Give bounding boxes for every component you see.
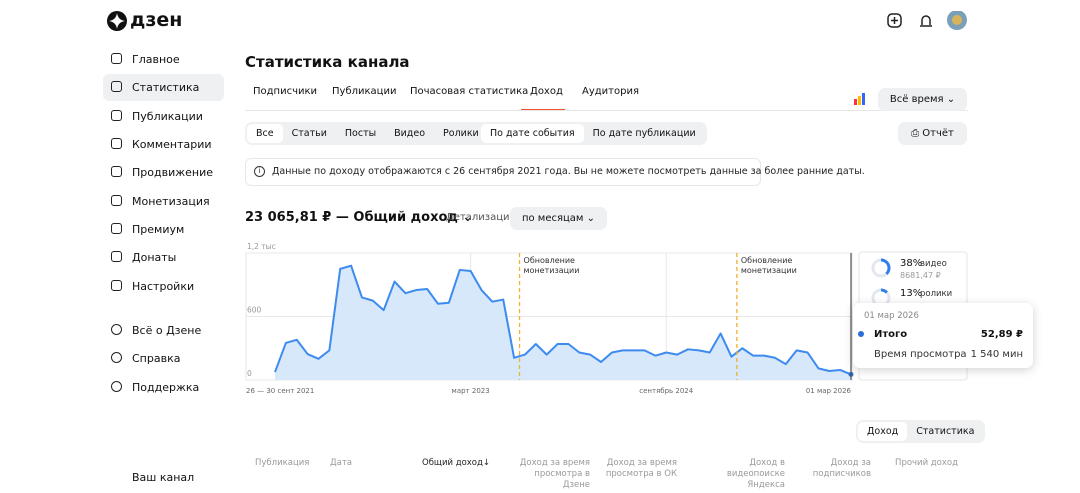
nav-icon [111,280,122,291]
period-select[interactable]: Всё время ⌄ [878,88,967,111]
column-header[interactable]: Общий доход↓ [422,458,490,468]
top-icons [887,11,967,30]
nav-icon [111,81,122,92]
chip[interactable]: По дате публикации [592,128,696,139]
period-label: Всё время [889,94,944,105]
view-toggle: Доход Статистика [856,420,986,443]
x-tick-label: март 2023 [452,387,490,395]
nav-item[interactable]: Комментарии [103,131,224,158]
chip[interactable]: Статистика [916,426,975,437]
total: 23 065,81 ₽ — Общий доход ⌄ [245,210,474,225]
notice: i Данные по доходу отображаются с 26 сен… [245,158,865,186]
chip[interactable]: Видео [394,128,426,139]
detail-value: по месяцам [521,213,584,224]
nav-item[interactable]: Главное [103,46,224,73]
divider [245,110,968,111]
tab[interactable]: Почасовая статистика [410,86,529,97]
column-header[interactable]: Доход за время просмотра в Дзене [519,458,590,490]
tooltip-label: Итого [874,329,908,340]
chip[interactable]: Посты [344,128,377,139]
nav-item[interactable]: Премиум [103,216,224,243]
help-item[interactable]: Всё о Дзене [103,317,224,344]
nav-icon [111,352,122,363]
tooltip-label: Время просмотра [874,349,967,360]
breakdown-percent: 13% [900,288,923,299]
nav-item[interactable]: Донаты [103,244,224,271]
total-text: 23 065,81 ₽ — Общий доход [245,210,458,225]
type-filter: Все Статьи Посты Видео Ролики [245,122,490,145]
column-header[interactable]: Доход за подписчиков [812,458,871,479]
x-tick-label: 01 мар 2026 [806,387,852,395]
nav-icon [111,324,122,335]
x-tick-label: сентябрь 2024 [639,387,693,395]
detail-label: Детализация [446,212,516,223]
chip[interactable]: По дате события [481,124,584,143]
report-label: Отчёт [922,128,954,139]
notice-text: Данные по доходу отображаются с 26 сентя… [272,166,865,177]
nav-icon [111,223,122,234]
tab[interactable]: Подписчики [253,86,318,97]
annotation-text: Обновление монетизации [740,256,797,275]
column-header[interactable]: Доход в видеопоиске Яндекса [726,458,785,490]
nav-item[interactable]: Статистика [103,74,224,101]
nav-icon [111,381,122,392]
nav-item[interactable]: Публикации [103,103,224,130]
tooltip-value: 52,89 ₽ [980,329,1023,340]
nav-item[interactable]: Продвижение [103,159,224,186]
tooltip: 01 мар 2026 Итого 52,89 ₽ Время просмотр… [853,303,1033,368]
help-item[interactable]: Поддержка [103,374,224,401]
page-title: Статистика канала [245,53,410,71]
nav-icon [111,251,122,262]
logo: дзен [130,9,183,31]
column-header[interactable]: Прочий доход [895,458,958,468]
area-line [274,264,852,376]
help-item[interactable]: Справка [103,345,224,372]
breakdown-amount: 8681,47 ₽ [900,271,941,280]
logo-icon [107,11,127,31]
nav-icon [111,166,122,177]
nav-icon [111,195,122,206]
tab[interactable]: Доход [530,86,563,97]
column-header[interactable]: Дата [330,458,353,468]
sort-arrow: ↓ [482,458,490,468]
breakdown-label: ролики [920,289,953,299]
channel-link[interactable]: Ваш канал [132,471,195,484]
chip[interactable]: Доход [858,422,908,441]
column-header[interactable]: Публикация [255,458,310,468]
y-tick-label: 0 [247,369,252,378]
annotation-text: Обновление монетизации [523,256,580,275]
date-filter: По дате события По дате публикации [479,122,707,145]
chip[interactable]: Статьи [291,128,327,139]
donut-arc [871,258,891,278]
column-header[interactable]: Доход за время просмотра в ОК [605,458,677,479]
nav-icon [111,138,122,149]
tab[interactable]: Аудитория [582,86,639,97]
nav-item[interactable]: Монетизация [103,188,224,215]
y-tick-label: 600 [247,306,262,315]
x-tick-label: 26 — 30 сент 2021 [246,387,314,395]
tooltip-dot [858,331,864,337]
chip[interactable]: Все [247,124,283,143]
chart-icon [854,93,865,105]
detail-select[interactable]: по месяцам ⌄ [510,207,607,230]
tab[interactable]: Публикации [332,86,397,97]
breakdown-label: видео [920,259,947,269]
nav-icon [111,110,122,121]
chip[interactable]: Ролики [443,128,479,139]
nav-item[interactable]: Настройки [103,273,224,300]
area-fill [275,265,851,380]
nav-icon [111,53,122,64]
y-tick-label: 1,2 тыс [247,242,276,251]
breakdown-percent: 38% [900,258,923,269]
tooltip-date: 01 мар 2026 [864,311,919,321]
donut-arc [871,288,891,308]
report-button[interactable]: ⎙ Отчёт [898,122,967,145]
tooltip-value: 1 540 мин [970,349,1023,360]
